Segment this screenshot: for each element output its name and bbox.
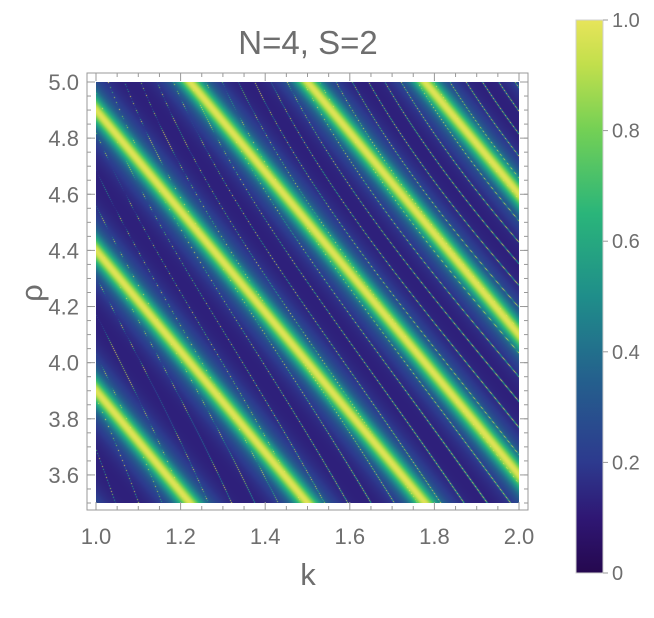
y-tick-label: 4.0 [48,351,79,376]
y-tick-label: 3.8 [48,407,79,432]
x-tick-label: 1.0 [81,524,112,549]
x-tick-label: 1.2 [165,524,196,549]
colorbar-tick-label: 0 [612,563,623,585]
x-tick-label: 1.6 [335,524,366,549]
y-tick-label: 4.8 [48,126,79,151]
colorbar-tick-label: 1.0 [612,10,640,32]
colorbar-axis: 0 0.2 0.4 0.6 0.8 1.0 [603,10,640,585]
y-tick-label: 5.0 [48,70,79,95]
heatmap-field [96,82,519,503]
y-tick-label: 4.2 [48,295,79,320]
y-tick-label: 4.4 [48,238,79,263]
y-axis-label: ρ [14,284,49,302]
x-axis: 1.0 1.2 1.4 1.6 1.8 2.0 [81,73,535,549]
colorbar [575,19,604,574]
y-tick-label: 4.6 [48,182,79,207]
chart-title: N=4, S=2 [238,24,377,61]
colorbar-tick-label: 0.4 [612,342,640,364]
x-axis-label: k [300,557,316,592]
x-tick-label: 2.0 [504,524,535,549]
y-tick-label: 3.6 [48,463,79,488]
colorbar-tick-label: 0.6 [612,231,640,253]
colorbar-tick-label: 0.8 [612,121,640,143]
y-axis: 3.6 3.8 4.0 4.2 4.4 4.6 4.8 5.0 [48,70,528,504]
x-tick-label: 1.4 [250,524,281,549]
x-tick-label: 1.8 [419,524,450,549]
colorbar-tick-label: 0.2 [612,452,640,474]
